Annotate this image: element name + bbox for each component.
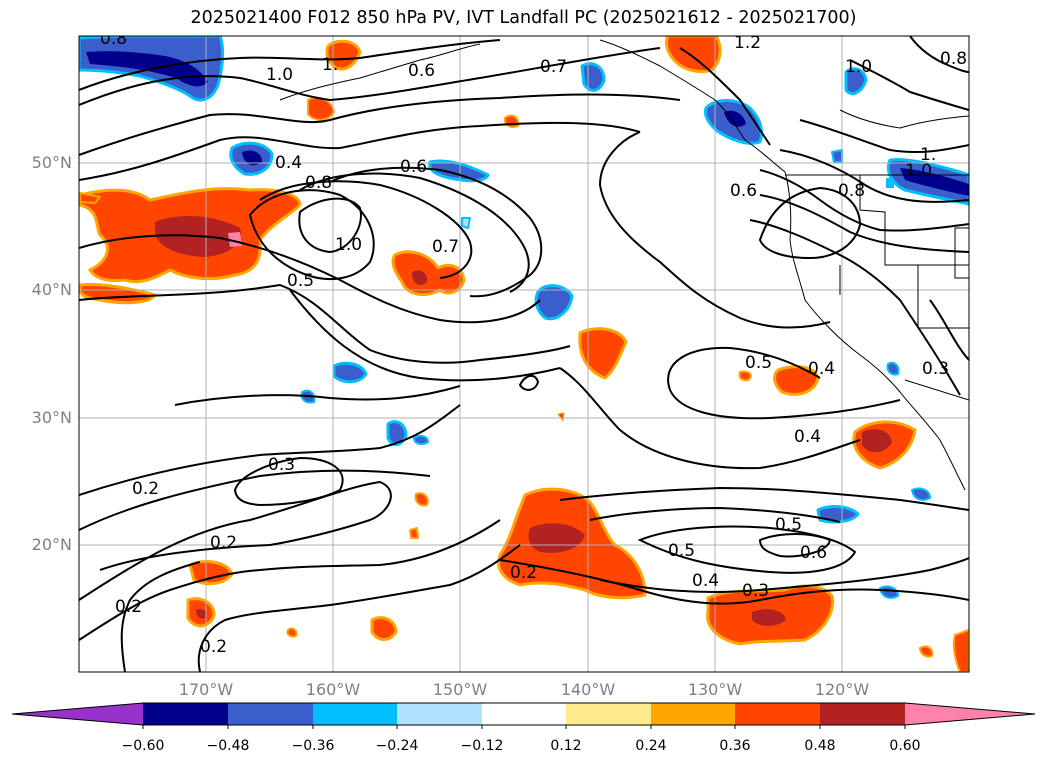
contour-label: 0.2: [115, 597, 142, 617]
colorbar-segment: [397, 703, 482, 725]
lon-label: 120°W: [814, 680, 870, 699]
contour-label: 0.8: [100, 29, 127, 49]
contour-label: 1.: [322, 55, 338, 75]
map-frame: [78, 35, 970, 673]
colorbar-segment: [228, 703, 313, 725]
contour-label: 0.2: [200, 637, 227, 657]
pv-contours: [79, 36, 969, 672]
colorbar-segment: [313, 703, 397, 725]
contour-label: 0.2: [210, 533, 237, 553]
contour-label: 1.: [920, 145, 936, 165]
contour-label: 0.4: [275, 153, 302, 173]
contour-label: 0.7: [432, 237, 459, 257]
colorbar-tick-label: −0.48: [206, 738, 250, 754]
contour-label: 0.2: [132, 479, 159, 499]
lat-label: 50°N: [31, 153, 72, 172]
lat-label: 40°N: [31, 280, 72, 299]
lat-label: 20°N: [31, 535, 72, 554]
contour-label: 0.4: [794, 427, 821, 447]
colorbar-tick-label: 0.60: [889, 738, 921, 754]
colorbar-segment: [735, 703, 820, 725]
shading: [79, 36, 969, 672]
colorbar-max-extension: [905, 703, 1035, 725]
colorbar: [11, 702, 1036, 729]
colorbar-tick-label: 0.48: [804, 738, 836, 754]
contour-label: 0.4: [808, 359, 835, 379]
colorbar-tick-label: −0.36: [291, 738, 335, 754]
colorbar-tick-label: 0.36: [719, 738, 751, 754]
lon-label: 150°W: [432, 680, 488, 699]
lon-label: 140°W: [560, 680, 616, 699]
colorbar-segment: [482, 703, 566, 725]
map-area: 0.8 1.0 1. 0.6 0.7 1.2 1.0 0.8 1.0 0.4 0…: [79, 29, 969, 672]
contour-label: 1.0: [905, 161, 932, 181]
contour-label: 1.0: [845, 57, 872, 77]
contour-label: 0.5: [287, 271, 314, 291]
colorbar-segment: [651, 703, 735, 725]
lon-label: 160°W: [305, 680, 361, 699]
gridlines: [79, 36, 969, 672]
coastlines: [279, 39, 969, 491]
contour-label: 0.5: [775, 515, 802, 535]
colorbar-segment: [143, 703, 228, 725]
contour-label: 1.0: [266, 65, 293, 85]
colorbar-segment: [820, 703, 905, 725]
contour-label: 0.5: [745, 353, 772, 373]
contour-label: 1.0: [335, 235, 362, 255]
contour-label: 0.5: [668, 541, 695, 561]
contour-label: 1.2: [734, 33, 761, 53]
lon-label: 170°W: [178, 680, 234, 699]
contour-labels: 0.8 1.0 1. 0.6 0.7 1.2 1.0 0.8 1.0 0.4 0…: [100, 29, 967, 657]
contour-label: 0.6: [730, 181, 757, 201]
contour-label: 0.8: [940, 49, 967, 69]
colorbar-tick-label: 0.12: [550, 738, 582, 754]
contour-label: 0.3: [742, 581, 769, 601]
contour-label: 0.3: [268, 455, 295, 475]
map-title: 2025021400 F012 850 hPa PV, IVT Landfall…: [190, 8, 857, 28]
colorbar-tick-label: −0.60: [121, 738, 165, 754]
contour-label: 0.8: [305, 173, 332, 193]
contour-label: 0.6: [800, 543, 827, 563]
contour-label: 0.7: [540, 57, 567, 77]
contour-label: 0.4: [692, 571, 719, 591]
contour-label: 0.2: [510, 563, 537, 583]
colorbar-tick-label: −0.12: [460, 738, 504, 754]
contour-label: 0.6: [400, 157, 427, 177]
contour-label: 0.6: [408, 61, 435, 81]
colorbar-min-extension: [12, 703, 143, 725]
colorbar-tick-label: 0.24: [635, 738, 667, 754]
contour-label: 0.8: [838, 181, 865, 201]
colorbar-segment: [566, 703, 651, 725]
lon-label: 130°W: [687, 680, 743, 699]
colorbar-tick-label: −0.24: [375, 738, 419, 754]
lat-label: 30°N: [31, 408, 72, 427]
contour-label: 0.3: [922, 359, 949, 379]
